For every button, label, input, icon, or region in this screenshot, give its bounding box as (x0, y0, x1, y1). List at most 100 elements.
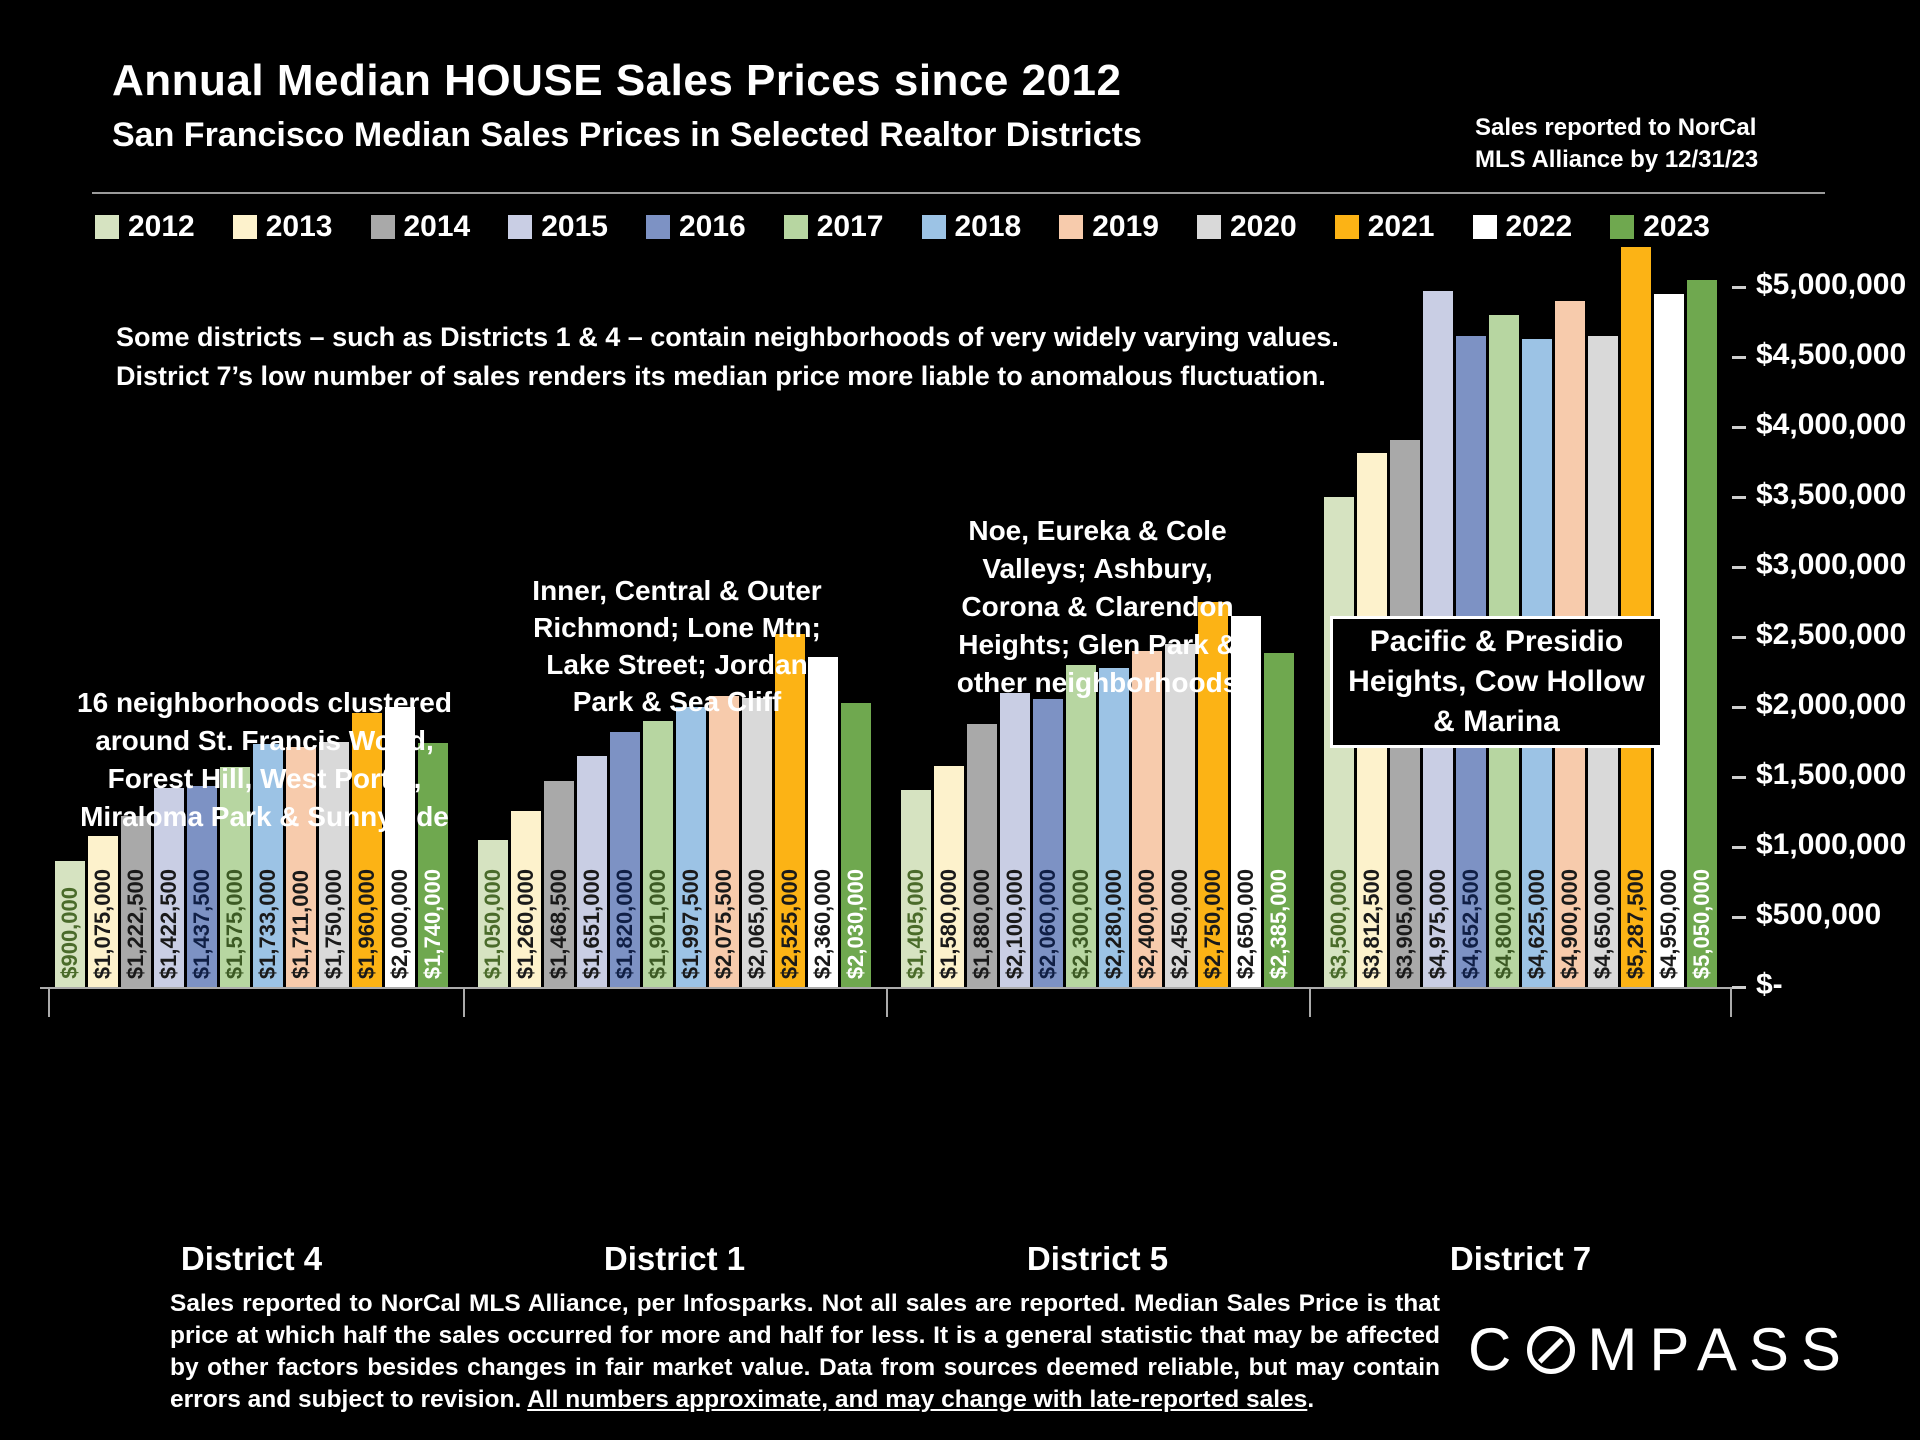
legend-swatch-2016 (646, 215, 670, 239)
district-group-district-5: $1,405,000 $1,580,000 $1,880,000 $2,100,000… (901, 217, 1294, 987)
bar-value-label: $1,580,000 (936, 868, 961, 979)
footer-underlined-text: All numbers approximate, and may change … (527, 1386, 1308, 1413)
legend-item-2022: 2022 (1472, 210, 1572, 244)
district-group-district-4: $900,000 $1,075,000 $1,222,500 $1,422,500 $1… (55, 217, 448, 987)
y-axis-tick (1732, 706, 1746, 709)
y-axis-tick-label: $- (1756, 968, 1783, 1001)
bar-value-label: $2,075,500 (711, 868, 736, 979)
bar-value-label: $2,750,000 (1200, 868, 1225, 979)
plot-area: $900,000 $1,075,000 $1,222,500 $1,422,500 $1… (40, 217, 1736, 1017)
bar-value-label: $4,652,500 (1458, 868, 1483, 979)
legend-swatch-2014 (370, 215, 395, 239)
bar-district-5-2012 (901, 790, 931, 987)
bar-value-label: $1,575,000 (222, 868, 247, 979)
legend-swatch-2021 (1334, 215, 1359, 239)
y-axis-tick-label: $1,000,000 (1756, 828, 1907, 861)
annotation-line: Corona & Clarendon (961, 591, 1234, 622)
page-subtitle: San Francisco Median Sales Prices in Sel… (112, 116, 1142, 154)
district-label: District 5 (1026, 1240, 1169, 1277)
bar-district-4-2018 (253, 744, 283, 987)
footer-disclaimer: Sales reported to NorCal MLS Alliance, p… (170, 1288, 1440, 1416)
bar-district-7-2023 (1687, 280, 1717, 987)
bar-district-5-2014 (967, 724, 997, 987)
footer-text: Sales reported to NorCal MLS Alliance, p… (170, 1290, 1440, 1413)
annotation-line: around St. Francis Wood, (95, 725, 434, 756)
compass-o-icon (1527, 1326, 1576, 1374)
bar-district-4-2015 (154, 788, 184, 987)
x-axis-group-tick (463, 987, 465, 1017)
district-label: District 7 (1449, 1240, 1592, 1277)
bar-value-label: $2,650,000 (1233, 868, 1258, 979)
legend-year-label: 2013 (265, 210, 333, 243)
y-axis-tick (1732, 636, 1746, 639)
bar-district-4-2021 (352, 713, 382, 987)
y-axis-tick-label: $4,500,000 (1756, 338, 1907, 371)
y-axis-tick-label: $5,000,000 (1756, 268, 1907, 301)
y-axis-tick-label: $500,000 (1756, 898, 1882, 931)
bar-value-label: $2,030,000 (843, 868, 868, 979)
bar-value-label: $1,997,500 (678, 868, 703, 979)
district-label: District 1 (603, 1240, 746, 1277)
y-axis-tick-label: $1,500,000 (1756, 758, 1907, 791)
bar-district-4-2017 (220, 767, 250, 987)
bar-value-label: $3,500,000 (1326, 868, 1351, 979)
bar-value-label: $5,287,500 (1623, 868, 1648, 979)
bar-value-label: $2,000,000 (387, 868, 412, 979)
compass-logo: C MPASS (1468, 1320, 1853, 1380)
bar-district-4-2019 (286, 747, 316, 987)
bar-value-label: $1,260,000 (513, 868, 538, 979)
y-axis-tick (1732, 286, 1746, 289)
y-axis-tick-label: $3,000,000 (1756, 548, 1907, 581)
legend-swatch-2018 (921, 215, 946, 239)
y-axis-tick-label: $2,500,000 (1756, 618, 1907, 651)
bar-value-label: $2,280,000 (1101, 868, 1126, 979)
legend-item-2021: 2021 (1334, 210, 1435, 244)
logo-letters-mpass: MPASS (1587, 1316, 1853, 1383)
bar-value-label: $1,468,500 (546, 868, 571, 979)
bar-value-label: $1,901,000 (645, 868, 670, 979)
bar-district-5-2022 (1231, 616, 1261, 987)
annotation-line: Forest Hill, West Portal, (107, 763, 422, 794)
bar-district-5-2016 (1033, 699, 1063, 987)
bar-district-4-2013 (88, 836, 118, 987)
legend-swatch-2012 (95, 215, 119, 239)
y-axis-tick (1732, 426, 1746, 429)
bar-value-label: $2,450,000 (1167, 868, 1192, 979)
bar-district-1-2015 (577, 756, 607, 987)
bar-district-5-2019 (1132, 651, 1162, 987)
x-axis-line (40, 987, 1736, 989)
legend-swatch-2013 (232, 215, 257, 239)
legend-item-2018: 2018 (921, 210, 1022, 244)
bar-value-label: $1,880,000 (969, 868, 994, 979)
district-label: District 4 (180, 1240, 323, 1277)
bar-district-1-2012 (478, 840, 508, 987)
bar-value-label: $2,360,000 (810, 868, 835, 979)
legend-item-2012: 2012 (95, 210, 195, 244)
annotation-line: other neighborhoods (956, 667, 1239, 698)
bar-district-1-2017 (643, 721, 673, 987)
bar-value-label: $4,900,000 (1557, 868, 1582, 979)
y-axis-tick-label: $2,000,000 (1756, 688, 1907, 721)
bar-district-5-2021 (1198, 602, 1228, 987)
bar-value-label: $4,950,000 (1656, 868, 1681, 979)
bar-value-label: $1,820,000 (612, 868, 637, 979)
bar-district-1-2021 (775, 634, 805, 987)
legend-swatch-2022 (1472, 215, 1497, 239)
legend-year-label: 2018 (954, 210, 1022, 243)
bar-district-1-2023 (841, 703, 871, 987)
bar-district-4-2016 (187, 786, 217, 987)
legend-year-label: 2012 (128, 210, 195, 243)
bar-district-1-2016 (610, 732, 640, 987)
district-group-district-1: $1,050,000 $1,260,000 $1,468,500 $1,651,000… (478, 217, 871, 987)
legend-item-2019: 2019 (1059, 210, 1159, 244)
bar-value-label: $1,750,000 (321, 868, 346, 979)
y-axis-tick (1732, 846, 1746, 849)
legend-item-2015: 2015 (508, 210, 608, 244)
y-axis-tick (1732, 356, 1746, 359)
annotation-line: Miraloma Park & Sunnyside (80, 801, 449, 832)
annotation-district1: Inner, Central & Outer Richmond; Lone Mt… (492, 572, 862, 720)
bar-district-4-2022 (385, 707, 415, 987)
legend-swatch-2019 (1059, 215, 1084, 239)
y-axis-tick (1732, 916, 1746, 919)
header-divider (92, 192, 1825, 194)
